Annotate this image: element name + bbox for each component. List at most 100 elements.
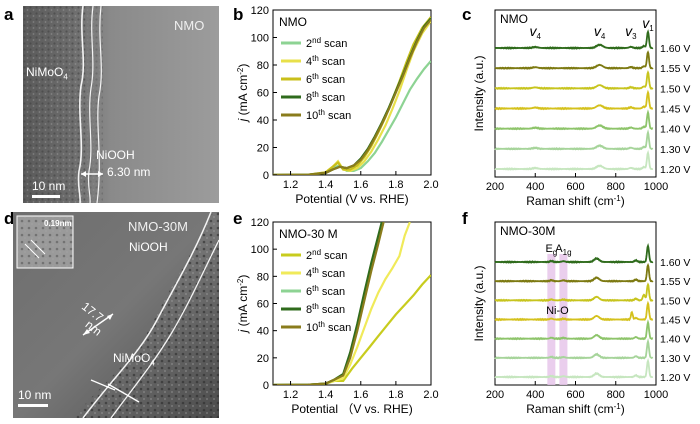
plot-f-spectrum-2	[494, 282, 654, 303]
plot-c-spectrum-label-0: 1.60 V	[660, 43, 690, 55]
plot-b-ylabel: j (mA cm-2)	[236, 64, 250, 124]
legend-e-label-4-part-1: th	[318, 320, 325, 329]
plot-c-spectrum-4	[494, 109, 654, 131]
plot-b-ylabel-part-3: )	[236, 64, 250, 68]
plot-c-spectrum-2	[494, 70, 654, 91]
plot-f-xlabel: Raman shift (cm-1)	[526, 402, 624, 416]
plot-e-series-4	[273, 222, 385, 385]
tem-a-scale-label: 10 nm	[32, 179, 66, 193]
legend-b-label-4-part-0: 10	[306, 110, 318, 122]
plot-f-spectrum-label-1: 1.55 V	[660, 276, 690, 288]
legend-b-label-1-part-0: 4	[306, 56, 312, 68]
plot-e-xlabel: Potential （V vs. RHE)	[291, 402, 412, 416]
tem-d-scale-label: 10 nm	[18, 388, 52, 402]
plot-c-spectrum-3	[494, 89, 654, 111]
plot-f-spectrum-label-6: 1.20 V	[660, 372, 690, 384]
legend-e-label-1: 4th scan	[306, 266, 345, 280]
plot-c-xlabel-part-0: Raman shift (cm	[526, 194, 613, 208]
legend-b-label-2-part-1: th	[312, 72, 319, 81]
plot-f-frame	[494, 221, 657, 386]
plot-b-ytick-label-0: 0	[263, 170, 269, 182]
tem-d-phase-nimoo4-sub: 4	[150, 358, 155, 368]
plot-b-xtick-label-2: 1.6	[353, 179, 368, 191]
legend-e-label-3-part-2: scan	[319, 304, 345, 316]
legend-e-label-4-part-2: scan	[325, 322, 351, 334]
plot-c-peak-label-3-part-1: 1	[649, 24, 654, 33]
plot-e-ytick-label-5: 100	[251, 244, 269, 256]
legend-b-label-0-part-0: 2	[306, 38, 312, 50]
plot-e-ytick-label-3: 60	[257, 299, 269, 311]
legend-b-label-0: 2nd scan	[306, 36, 347, 50]
plot-e-ytick-label-2: 40	[257, 326, 269, 338]
plot-f-spectrum-6	[494, 357, 654, 379]
plot-f-xtick-label-2: 600	[566, 389, 584, 401]
plot-f-band-annotation: Ni-O	[546, 305, 569, 317]
legend-e-label-2-part-1: th	[312, 284, 319, 293]
plot-c-xlabel-part-2: )	[621, 194, 625, 208]
tem-a-phase-niooh: NiOOH	[96, 148, 135, 162]
plot-e-ytick-label-4: 80	[257, 271, 269, 283]
plot-e: 1.2 1.4 1.6 1.8 2.0 0 20 40 60 80 100 120 NMO-30 M 2n…	[236, 217, 439, 416]
plot-f-spectrum-label-2: 1.50 V	[660, 295, 690, 307]
plot-b-ylabel-part-1: (mA cm	[236, 75, 250, 116]
plot-f-spectrum-label-0: 1.60 V	[660, 257, 690, 269]
plot-c-peak-label-1-part-0: v	[594, 23, 602, 39]
legend-b-label-3-part-0: 8	[306, 92, 312, 104]
plot-f-xtick-label-0: 200	[486, 389, 504, 401]
plot-c-peak-label-1: v4	[594, 23, 606, 41]
plot-f-xlabel-part-0: Raman shift (cm	[526, 402, 613, 416]
tem-image-d: 0.19nm NMO-30M NiOOH NiMoO4 17.7nm 10 nm	[13, 212, 219, 418]
plot-c-xtick-label-1: 400	[526, 181, 544, 193]
plot-b-series-1	[273, 20, 431, 175]
plot-c-title: NMO	[500, 12, 528, 26]
plot-e-ylabel-part-0: j	[236, 326, 250, 334]
tem-d-phase-nimoo4-text: NiMoO	[113, 351, 151, 365]
plot-e-xtick-label-4: 2.0	[423, 389, 438, 401]
plot-c-xtick-label-2: 600	[566, 181, 584, 193]
legend-e-label-0-part-1: nd	[312, 248, 321, 257]
plot-f-band-label-1: A1g	[555, 243, 571, 257]
tem-d-sample-label: NMO-30M	[128, 219, 188, 234]
legend-e-label-4: 10th scan	[306, 320, 351, 334]
tem-a-scale-bar	[32, 195, 60, 198]
plot-c-spectrum-5	[494, 129, 654, 151]
plot-b-series-4	[273, 18, 431, 175]
plot-c-spectrum-1	[494, 50, 654, 71]
plot-c-xtick-label-4: 1000	[644, 181, 668, 193]
legend-b-label-0-part-2: scan	[321, 38, 347, 50]
plot-c-spectrum-label-2: 1.50 V	[660, 83, 690, 95]
plot-e-ytick-label-1: 20	[257, 353, 269, 365]
legend-b-label-4-part-2: scan	[325, 110, 351, 122]
plot-f-band-label-1-part-0: A	[555, 243, 563, 255]
tem-a-phase-nimoo4-sub: 4	[63, 72, 68, 82]
panel-letter-f: f	[462, 209, 468, 228]
plot-c-spectrum-0	[494, 29, 654, 50]
legend-e-label-3-part-0: 8	[306, 304, 312, 316]
plot-e-series-3	[273, 222, 383, 385]
plot-c-peak-label-0: v4	[530, 23, 542, 41]
plot-c-peak-label-3-part-0: v	[642, 15, 650, 31]
plot-b-ytick-label-3: 60	[257, 88, 269, 100]
tem-d-phase-niooh: NiOOH	[129, 240, 168, 254]
legend-b-label-2-part-0: 6	[306, 74, 312, 86]
plot-b-ylabel-part-2: -2	[236, 67, 245, 75]
plot-e-xtick-label-0: 1.2	[283, 389, 298, 401]
plot-b-xtick-label-1: 1.4	[318, 179, 333, 191]
plot-c-peak-label-2-part-0: v	[625, 23, 633, 39]
plot-b-xtick-label-4: 2.0	[423, 179, 438, 191]
plot-f-spectrum-3	[494, 300, 654, 322]
plot-f-band-label-0-part-0: E	[545, 243, 552, 255]
legend-e-label-4-part-0: 10	[306, 322, 318, 334]
plot-f-spectrum-label-4: 1.40 V	[660, 334, 690, 346]
plot-f-spectrum-label-5: 1.30 V	[660, 353, 690, 365]
plot-c-xtick-label-3: 800	[607, 181, 625, 193]
plot-c-spectrum-label-4: 1.40 V	[660, 124, 690, 136]
plot-b-series-3	[273, 17, 431, 175]
legend-b-label-3: 8th scan	[306, 90, 345, 104]
plot-b-xtick-label-3: 1.8	[388, 179, 403, 191]
plot-f-title: NMO-30M	[500, 224, 555, 238]
plot-c-peak-label-3: v1	[642, 15, 654, 33]
plot-c-peak-label-2: v3	[625, 23, 637, 41]
legend-e-label-0: 2nd scan	[306, 248, 347, 262]
